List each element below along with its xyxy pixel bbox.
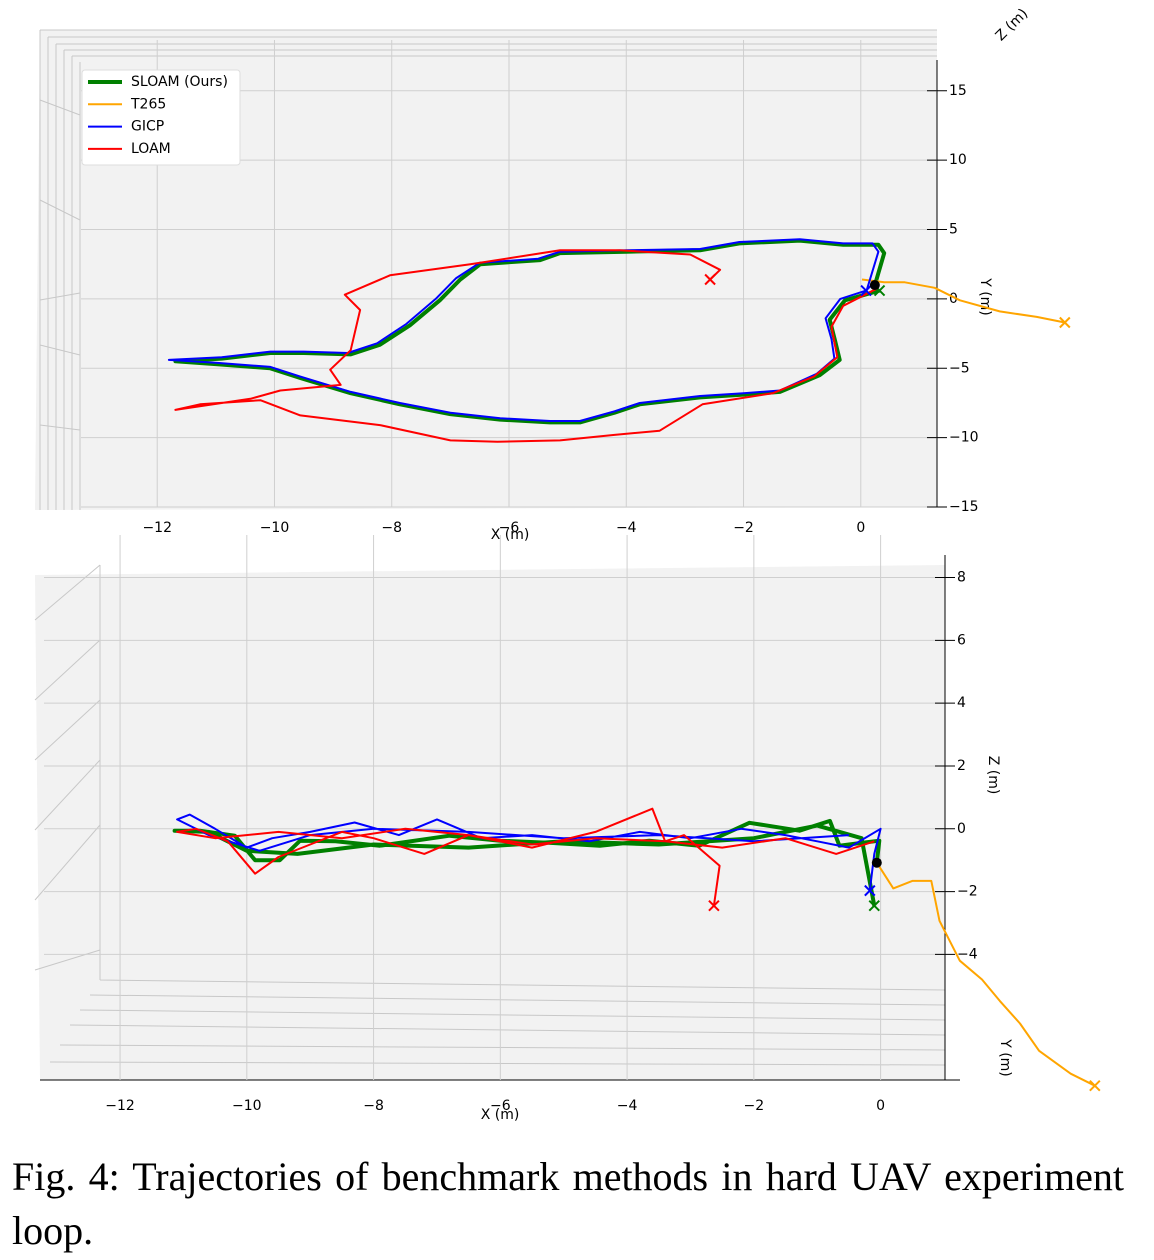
trajectory <box>176 813 882 891</box>
z-axis-label: Z (m) <box>993 6 1032 45</box>
caption: Fig. 4: Trajectories of benchmark method… <box>12 1154 1124 1253</box>
legend-label: T265 <box>130 96 166 112</box>
x-tick-label: −12 <box>105 1098 135 1114</box>
x-tick-label: −4 <box>617 1098 638 1114</box>
end-marker <box>708 900 720 912</box>
end-marker <box>860 284 872 297</box>
x-tick-label: −12 <box>142 520 172 536</box>
x-tick-label: 0 <box>856 520 865 536</box>
pane-decoration <box>34 29 960 1081</box>
trajectory <box>173 238 887 425</box>
legend: SLOAM (Ours) T265 GICP LOAM <box>81 69 241 166</box>
x-tick-label: −8 <box>363 1098 384 1114</box>
x-tick-label: −10 <box>260 520 290 536</box>
y-tick-label: 2 <box>957 758 966 774</box>
y-tick-label: −15 <box>949 499 979 515</box>
start-marker <box>871 857 882 868</box>
y-tick-label: 15 <box>949 83 967 99</box>
end-marker <box>864 884 876 897</box>
end-marker <box>1089 1079 1101 1092</box>
start-marker <box>869 280 880 291</box>
end-marker <box>1059 316 1071 329</box>
y-tick-label: −10 <box>949 430 979 446</box>
y-tick-label: 0 <box>949 291 958 307</box>
y-tick-label: 5 <box>949 222 958 238</box>
y-tick-label: −5 <box>949 360 970 376</box>
y-tick-label: 10 <box>949 152 967 168</box>
x-tick-label: −10 <box>232 1098 262 1114</box>
legend-label: LOAM <box>131 141 171 157</box>
x-tick-label: −6 <box>499 520 520 536</box>
x-tick-label: −2 <box>744 1098 765 1114</box>
x-axis-label: X (m) <box>481 1107 520 1123</box>
y-axis-label: Y (m) <box>977 277 993 316</box>
y-tick-label: −4 <box>957 946 978 962</box>
y-tick-label: 0 <box>957 821 966 837</box>
trajectory <box>861 278 1065 324</box>
trajectory <box>176 807 875 906</box>
y-axis-label: Y (m) <box>997 1038 1013 1077</box>
x-tick-label: −8 <box>381 520 402 536</box>
figure: X (m) Y (m) Z (m) X (m) Z (m) Y (m) −12−… <box>34 6 1101 1123</box>
z-axis-label: Z (m) <box>985 756 1001 795</box>
end-marker <box>704 273 716 286</box>
end-marker <box>868 900 880 912</box>
trajectory <box>875 862 1096 1087</box>
trajectory <box>174 249 879 443</box>
legend-box <box>81 69 241 166</box>
trajectory <box>167 238 880 422</box>
x-tick-label: 0 <box>876 1098 885 1114</box>
x-tick-label: −6 <box>490 1098 511 1114</box>
x-tick-label: −2 <box>733 520 754 536</box>
legend-label: SLOAM (Ours) <box>131 74 228 90</box>
y-tick-label: 4 <box>957 695 966 711</box>
legend-label: GICP <box>131 119 164 135</box>
y-tick-label: 8 <box>957 570 966 586</box>
y-tick-label: −2 <box>957 884 978 900</box>
y-tick-label: 6 <box>957 632 966 648</box>
x-tick-label: −4 <box>616 520 637 536</box>
